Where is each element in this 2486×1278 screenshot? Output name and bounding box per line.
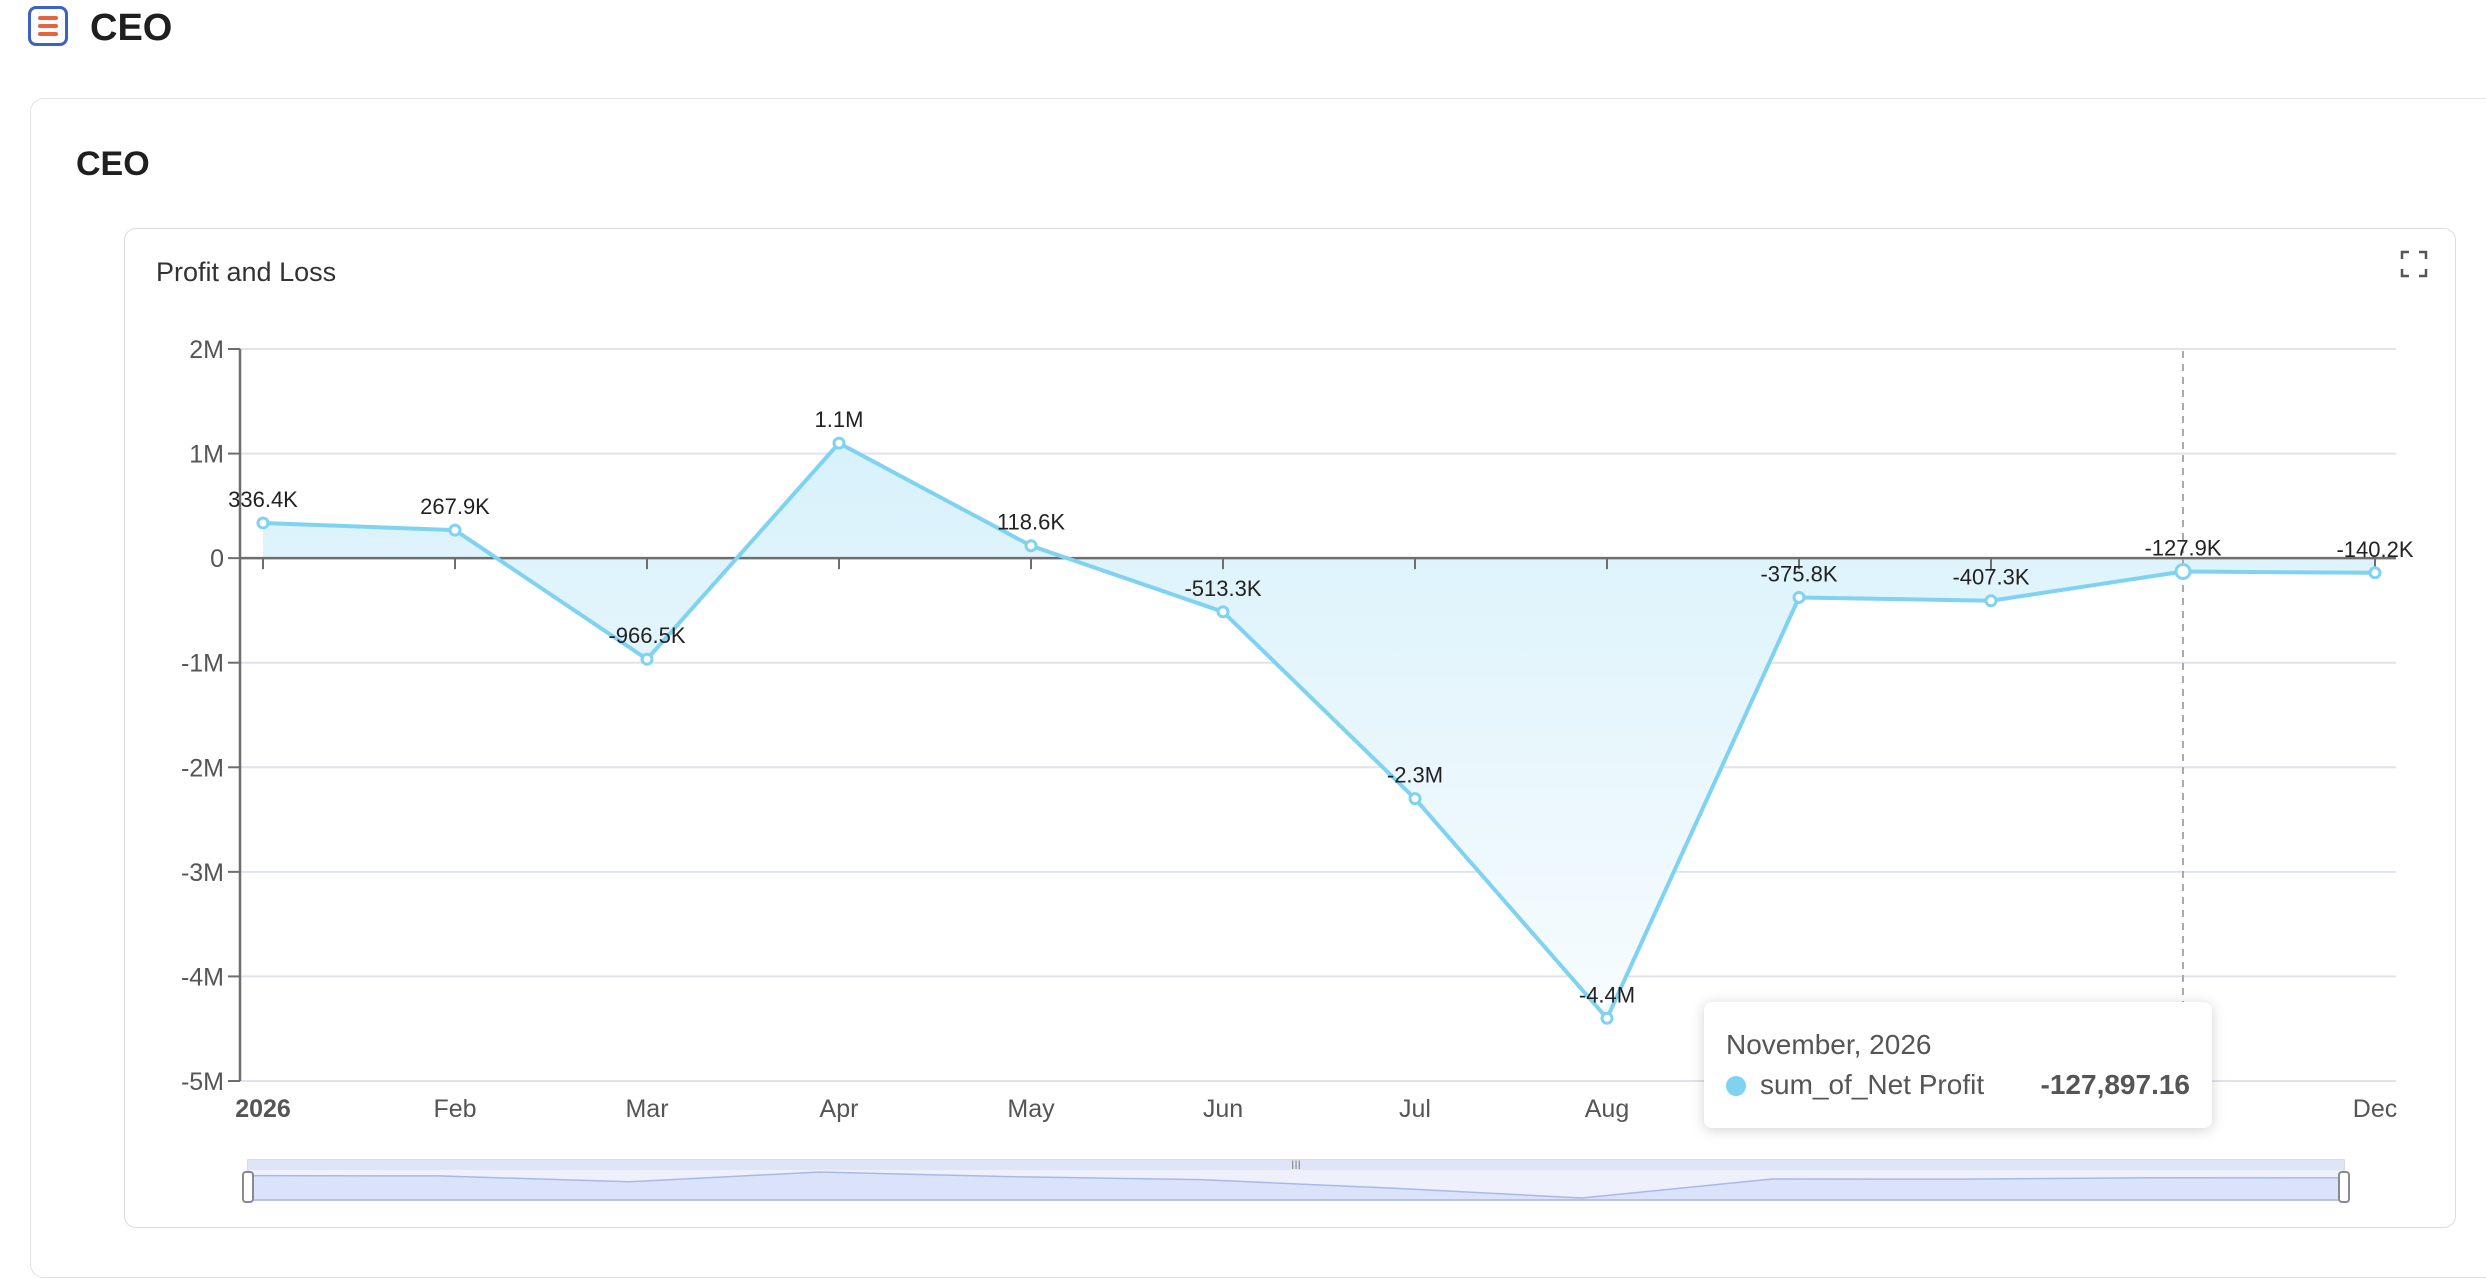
data-label: 267.9K	[420, 494, 490, 519]
chart-title: Profit and Loss	[156, 257, 337, 287]
data-label: 336.4K	[228, 487, 298, 512]
data-label: 1.1M	[815, 407, 864, 432]
zoom-handle-left[interactable]	[242, 1171, 254, 1203]
data-point	[2368, 566, 2382, 580]
data-label: -4.4M	[1579, 982, 1635, 1007]
data-point	[640, 652, 654, 666]
menu-list-icon[interactable]	[28, 6, 68, 46]
data-point	[1600, 1011, 1614, 1025]
tooltip-value: -127,897.16	[2040, 1069, 2190, 1100]
x-tick-label: May	[1007, 1095, 1055, 1123]
zoom-grip-icon: III	[1291, 1158, 1301, 1172]
chart-tooltip: November, 2026 sum_of_Net Profit -127,89…	[1704, 1002, 2212, 1128]
data-label: -127.9K	[2144, 536, 2221, 561]
data-point	[1408, 792, 1422, 806]
tooltip-title: November, 2026	[1726, 1029, 1932, 1060]
y-tick-label: -2M	[181, 754, 224, 782]
data-label: -140.2K	[2336, 537, 2413, 562]
series-area	[263, 443, 2375, 1019]
zoom-drag-bar	[248, 1160, 2344, 1170]
data-point	[1216, 605, 1230, 619]
data-label: -407.3K	[1952, 565, 2029, 590]
data-point	[1792, 590, 1806, 604]
x-tick-label: Apr	[820, 1095, 859, 1123]
top-bar: CEO	[0, 0, 2486, 60]
data-point	[1984, 594, 1998, 608]
data-point	[1024, 539, 1038, 553]
data-point	[2174, 563, 2192, 581]
series-line	[262, 441, 2376, 1021]
data-point	[832, 436, 846, 450]
x-tick-label: Aug	[1585, 1095, 1629, 1123]
data-label: 118.6K	[997, 510, 1065, 535]
expand-fullscreen-icon[interactable]	[2398, 248, 2430, 280]
y-tick-label: 0	[210, 545, 224, 573]
y-tick-label: 1M	[189, 441, 224, 469]
zoom-preview-area	[247, 1171, 2345, 1201]
data-label: -513.3K	[1184, 576, 1261, 601]
x-tick-label: Jun	[1203, 1095, 1243, 1123]
x-tick-label: 2026	[235, 1095, 291, 1123]
app-title: CEO	[90, 7, 173, 49]
y-tick-label: 2M	[189, 336, 224, 364]
data-label: -966.5K	[608, 623, 685, 648]
profit-loss-chart[interactable]: 2M 1M 0 -1M -2M -3M -4M -5M 336.4K 267.9K -966.5K 1…	[0, 0, 2486, 1238]
y-tick-label: -3M	[181, 859, 224, 887]
dashboard-title: CEO	[76, 145, 150, 183]
y-tick-label: -1M	[181, 650, 224, 678]
tooltip-series-label: sum_of_Net Profit	[1760, 1069, 1985, 1100]
x-tick-label: Jul	[1399, 1095, 1431, 1123]
y-tick-label: -5M	[181, 1068, 224, 1096]
data-label: -375.8K	[1760, 561, 1837, 586]
x-tick-label: Feb	[433, 1095, 476, 1123]
data-label: -2.3M	[1387, 763, 1443, 788]
data-point	[448, 523, 462, 537]
x-tick-label: Mar	[625, 1095, 668, 1123]
zoom-handle-right[interactable]	[2338, 1171, 2350, 1203]
y-tick-label: -4M	[181, 963, 224, 991]
data-point	[256, 516, 270, 530]
x-tick-label: Dec	[2353, 1095, 2397, 1123]
tooltip-series-dot	[1726, 1076, 1746, 1096]
